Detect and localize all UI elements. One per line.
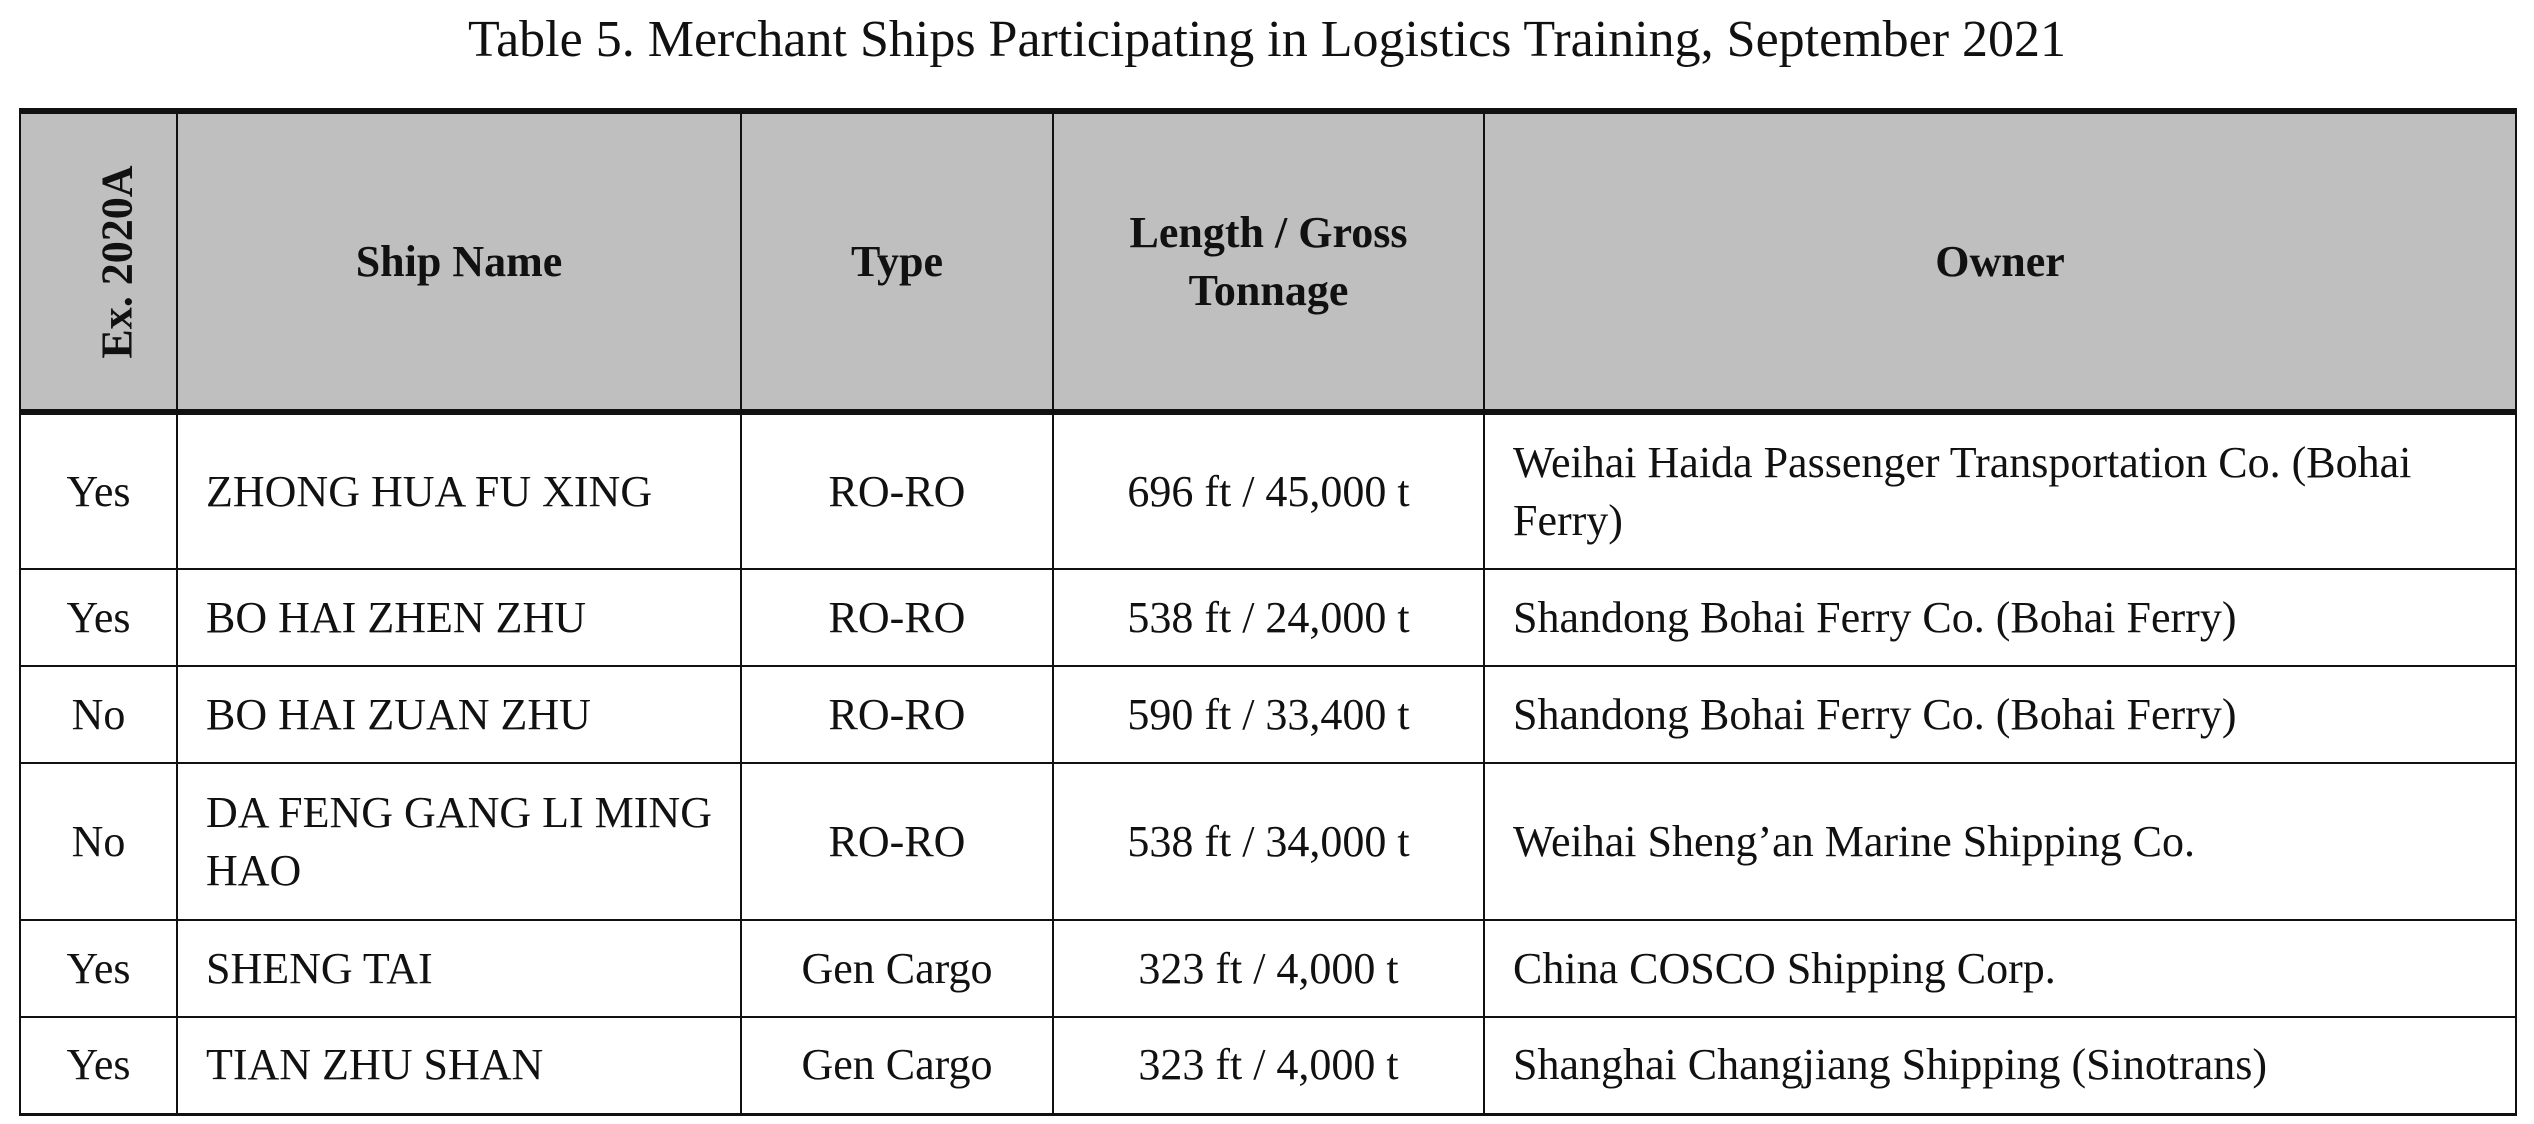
header-owner: Owner (1483, 108, 2517, 415)
cell-ex-2020a: Yes (19, 568, 178, 667)
cell-owner: China COSCO Shipping Corp. (1483, 919, 2517, 1018)
cell-ex-2020a: Yes (19, 1016, 178, 1116)
cell-type: RO-RO (740, 762, 1054, 921)
cell-type: RO-RO (740, 568, 1054, 667)
cell-length-tonnage: 323 ft / 4,000 t (1052, 919, 1485, 1018)
cell-type: RO-RO (740, 411, 1054, 570)
table-row: Yes TIAN ZHU SHAN Gen Cargo 323 ft / 4,000 … (19, 1016, 2517, 1116)
header-ex-2020a: Ex. 2020A (19, 108, 178, 415)
cell-ship-name: BO HAI ZHEN ZHU (176, 568, 742, 667)
table-row: Yes BO HAI ZHEN ZHU RO-RO 538 ft / 24,000 t… (19, 568, 2517, 667)
cell-owner: Shandong Bohai Ferry Co. (Bohai Ferry) (1483, 665, 2517, 764)
header-length-tonnage: Length / Gross Tonnage (1052, 108, 1485, 415)
cell-owner: Shanghai Changjiang Shipping (Sinotrans) (1483, 1016, 2517, 1116)
cell-length-tonnage: 696 ft / 45,000 t (1052, 411, 1485, 570)
table-title: Table 5. Merchant Ships Participating in… (467, 11, 2067, 68)
cell-ship-name: ZHONG HUA FU XING (176, 411, 742, 570)
cell-ship-name: DA FENG GANG LI MING HAO (176, 762, 742, 921)
cell-ship-name: BO HAI ZUAN ZHU (176, 665, 742, 764)
cell-length-tonnage: 538 ft / 34,000 t (1052, 762, 1485, 921)
table-row: Yes ZHONG HUA FU XING RO-RO 696 ft / 45,000… (19, 411, 2517, 570)
cell-length-tonnage: 538 ft / 24,000 t (1052, 568, 1485, 667)
table-row: No DA FENG GANG LI MING HAO RO-RO 538 ft / … (19, 762, 2517, 921)
cell-type: Gen Cargo (740, 1016, 1054, 1116)
cell-length-tonnage: 323 ft / 4,000 t (1052, 1016, 1485, 1116)
cell-ex-2020a: No (19, 665, 178, 764)
cell-ship-name: TIAN ZHU SHAN (176, 1016, 742, 1116)
cell-owner: Shandong Bohai Ferry Co. (Bohai Ferry) (1483, 568, 2517, 667)
merchant-ships-table: Ex. 2020A Ship Name Type Length / Gross … (19, 108, 2517, 1116)
cell-ship-name: SHENG TAI (176, 919, 742, 1018)
header-row: Ex. 2020A Ship Name Type Length / Gross … (19, 108, 2517, 415)
table-row: Yes SHENG TAI Gen Cargo 323 ft / 4,000 t Chi… (19, 919, 2517, 1018)
header-ship-name: Ship Name (176, 108, 742, 415)
cell-owner: Weihai Sheng’an Marine Shipping Co. (1483, 762, 2517, 921)
cell-ex-2020a: Yes (19, 919, 178, 1018)
header-type: Type (740, 108, 1054, 415)
header-ex-2020a-label: Ex. 2020A (92, 164, 142, 359)
cell-type: RO-RO (740, 665, 1054, 764)
cell-length-tonnage: 590 ft / 33,400 t (1052, 665, 1485, 764)
cell-ex-2020a: No (19, 762, 178, 921)
cell-ex-2020a: Yes (19, 411, 178, 570)
cell-type: Gen Cargo (740, 919, 1054, 1018)
cell-owner: Weihai Haida Passenger Transportation Co… (1483, 411, 2517, 570)
